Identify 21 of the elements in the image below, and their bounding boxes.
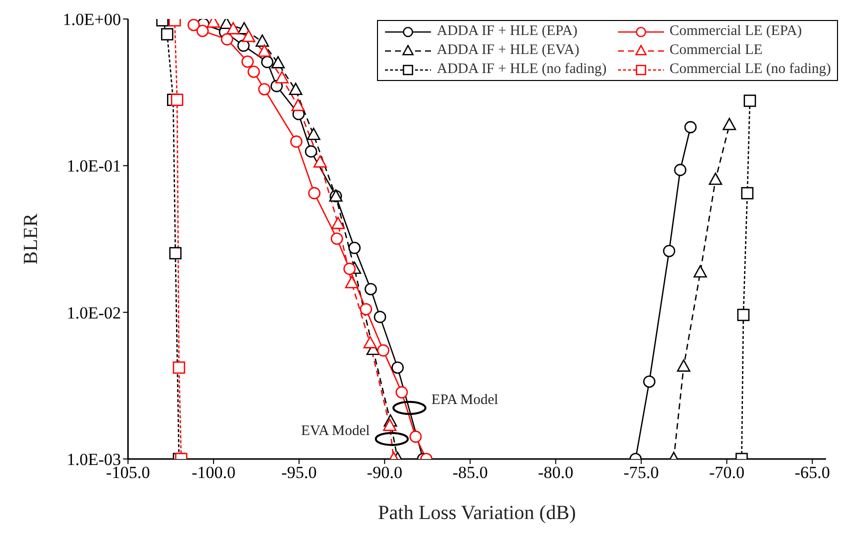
- x-tick-label: -85.0: [452, 463, 488, 482]
- y-tick-label: 1.0E-02: [66, 303, 121, 322]
- y-axis-title: BLER: [20, 212, 42, 265]
- legend-label: Commercial LE (no fading): [670, 61, 831, 78]
- x-tick-label: -65.0: [794, 463, 830, 482]
- annotation: EPA Model: [431, 392, 498, 408]
- x-tick-label: -95.0: [281, 463, 317, 482]
- legend-label: ADDA IF + HLE (EVA): [436, 42, 580, 59]
- x-tick-label: -75.0: [624, 463, 659, 482]
- x-tick-label: -80.0: [538, 463, 574, 482]
- x-axis-title: Path Loss Variation (dB): [378, 502, 576, 524]
- legend-label: ADDA IF + HLE (no fading): [436, 61, 607, 78]
- legend-label: Commercial LE (EPA): [670, 23, 802, 40]
- x-tick-label: -90.0: [366, 463, 402, 482]
- y-tick-label: 1.0E-01: [66, 156, 121, 176]
- legend-label: Commercial LE: [670, 42, 763, 59]
- legend-label: ADDA IF + HLE (EPA): [436, 23, 578, 40]
- y-tick-label: 1.0E+00: [62, 10, 121, 30]
- x-tick-label: -100.0: [192, 463, 236, 482]
- x-tick-label: -70.0: [709, 463, 744, 482]
- annotation: EVA Model: [301, 422, 370, 439]
